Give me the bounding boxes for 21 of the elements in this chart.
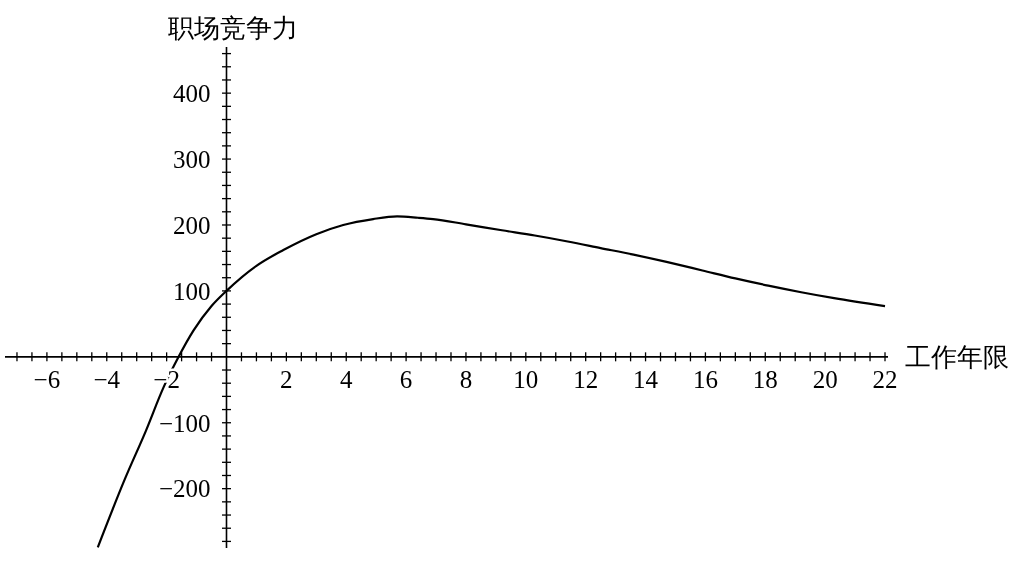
x-tick-label: 2 xyxy=(280,365,293,393)
y-tick-label: 400 xyxy=(173,79,211,107)
y-axis-title: 职场竞争力 xyxy=(168,14,299,43)
x-axis-title: 工作年限 xyxy=(905,342,1009,372)
x-tick-label: 10 xyxy=(513,365,539,393)
y-tick-label: −200 xyxy=(158,475,211,503)
x-tick-label: 20 xyxy=(812,365,838,393)
x-tick-label: −6 xyxy=(33,365,61,393)
x-tick-label: −4 xyxy=(93,365,121,393)
x-tick-label: 8 xyxy=(459,365,473,393)
x-tick-label: 14 xyxy=(633,365,659,393)
x-tick-label: 22 xyxy=(872,365,898,393)
x-tick-label: 16 xyxy=(692,365,718,393)
y-tick-label: 300 xyxy=(173,145,211,173)
x-tick-label: 18 xyxy=(752,365,778,393)
y-tick-label: −100 xyxy=(158,409,211,437)
x-tick-label: 4 xyxy=(339,365,353,393)
y-tick-label: 200 xyxy=(173,211,211,239)
y-tick-label: 100 xyxy=(173,277,211,305)
x-tick-label: 6 xyxy=(399,365,413,393)
x-tick-label: 12 xyxy=(573,365,599,393)
